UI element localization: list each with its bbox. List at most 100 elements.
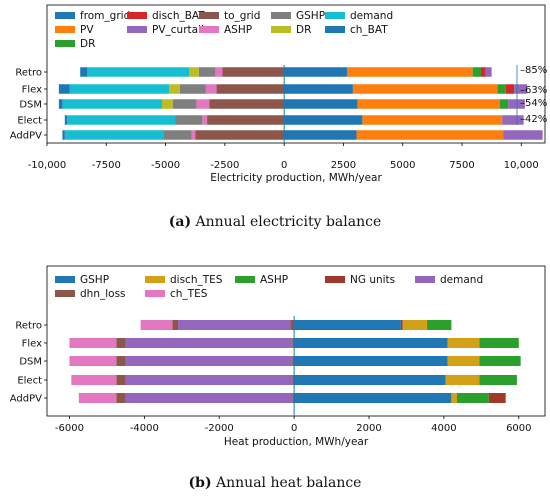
legend-swatch bbox=[235, 276, 255, 283]
legend-label: PV_curtail bbox=[152, 24, 204, 36]
legend-label: GSHP bbox=[80, 274, 109, 286]
bar-ch_BAT-addpv bbox=[62, 130, 65, 140]
legend-label: GSHP bbox=[296, 10, 325, 22]
figure-caption: (b) Annual heat balance bbox=[189, 475, 362, 491]
bar-PV-retro bbox=[346, 67, 473, 77]
bar-from_grid-flex bbox=[284, 84, 353, 94]
bar-ASHP-retro bbox=[427, 320, 452, 330]
bar-DR-dsm bbox=[162, 99, 173, 109]
percent-annotation: –85% bbox=[520, 65, 547, 76]
bar-GSHP-dsm bbox=[172, 99, 197, 109]
legend-label: dhn_loss bbox=[80, 288, 126, 300]
bar-to_grid-flex bbox=[216, 84, 285, 94]
bar-dhn_loss-dsm bbox=[116, 356, 126, 366]
legend-label: disch_BAT bbox=[152, 10, 205, 22]
x-tick-label: -4000 bbox=[130, 423, 159, 434]
percent-annotation: –63% bbox=[520, 85, 547, 96]
legend-label: demand bbox=[440, 274, 483, 286]
legend-label: ch_BAT bbox=[350, 24, 388, 36]
caption-text: Annual electricity balance bbox=[191, 214, 381, 230]
bar-ASHP-addpv bbox=[191, 130, 196, 140]
legend-swatch bbox=[127, 12, 147, 19]
legend-swatch bbox=[55, 12, 75, 19]
x-tick-label: 4000 bbox=[431, 423, 456, 434]
bar-demand-elect bbox=[125, 375, 293, 385]
legend-swatch bbox=[55, 26, 75, 33]
bar-demand-addpv bbox=[64, 130, 164, 140]
x-tick-label: 10,000 bbox=[504, 160, 539, 171]
bar-demand-addpv bbox=[125, 393, 293, 403]
y-tick-label: AddPV bbox=[10, 394, 42, 405]
bar-ch_TES-flex bbox=[69, 338, 117, 348]
bar-PV_curtail-dsm bbox=[508, 99, 525, 109]
bar-demand-flex bbox=[125, 338, 293, 348]
bar-ch_TES-addpv bbox=[78, 393, 117, 403]
bar-ASHP-addpv bbox=[457, 393, 489, 403]
x-tick-label: 0 bbox=[281, 160, 287, 171]
x-tick-label: -2000 bbox=[205, 423, 234, 434]
bar-ch_BAT-dsm bbox=[58, 99, 63, 109]
bar-PV_curtail-elect bbox=[502, 115, 524, 125]
x-axis-label: Electricity production, MWh/year bbox=[210, 172, 382, 184]
legend-label: DR bbox=[80, 38, 95, 50]
bar-ASHP-flex bbox=[205, 84, 217, 94]
bar-DR_pos-dsm bbox=[499, 99, 509, 109]
bar-ASHP-flex bbox=[479, 338, 519, 348]
plot-frame bbox=[46, 4, 546, 144]
plot-frame bbox=[46, 265, 546, 417]
bar-GSHP-elect bbox=[175, 115, 203, 125]
x-tick-label: -6000 bbox=[55, 423, 84, 434]
y-tick-label: DSM bbox=[19, 357, 42, 368]
bar-GSHP-dsm bbox=[294, 356, 448, 366]
bar-dhn_loss-retro bbox=[290, 320, 295, 330]
bar-from_grid-dsm bbox=[284, 99, 358, 109]
bar-GSHP-retro bbox=[294, 320, 401, 330]
bar-disch_TES-elect bbox=[445, 375, 480, 385]
bar-demand-dsm bbox=[62, 99, 163, 109]
legend-swatch bbox=[55, 290, 75, 297]
y-tick-label: Retro bbox=[15, 68, 42, 79]
x-tick-label: 2000 bbox=[356, 423, 381, 434]
bar-dhn_loss-dsm bbox=[292, 356, 295, 366]
percent-annotation: –54% bbox=[520, 98, 547, 109]
bar-demand-retro bbox=[178, 320, 291, 330]
bar-PV_curtail-retro bbox=[485, 67, 492, 77]
bar-dhn_loss-elect bbox=[116, 375, 126, 385]
bar-disch_TES-retro bbox=[402, 320, 428, 330]
x-tick-label: -5000 bbox=[151, 160, 180, 171]
legend-swatch bbox=[415, 276, 435, 283]
bar-ch_TES-retro bbox=[140, 320, 173, 330]
bar-ASHP-elect bbox=[479, 375, 517, 385]
bar-disch_TES-dsm bbox=[447, 356, 480, 366]
bar-dhn_loss-flex bbox=[292, 338, 295, 348]
bar-dhn_loss-retro bbox=[172, 320, 179, 330]
chart-0: Retro Flex DSM Elect AddPV -10,000 -7500 -5000 -… bbox=[10, 4, 547, 230]
bar-from_grid-addpv bbox=[284, 130, 357, 140]
bar-ch_BAT-elect bbox=[64, 115, 68, 125]
bar-ASHP-elect bbox=[202, 115, 208, 125]
bar-PV-addpv bbox=[356, 130, 504, 140]
legend-swatch bbox=[145, 290, 165, 297]
bar-PV_curtail-flex bbox=[514, 84, 528, 94]
bar-DR_pos-flex bbox=[497, 84, 506, 94]
y-tick-label: AddPV bbox=[10, 131, 42, 142]
charts-root: Retro Flex DSM Elect AddPV -10,000 -7500 -5000 -… bbox=[10, 4, 547, 491]
bar-demand-flex bbox=[69, 84, 170, 94]
y-tick-label: Retro bbox=[15, 321, 42, 332]
bar-dhn_loss-flex bbox=[116, 338, 126, 348]
legend-swatch bbox=[55, 276, 75, 283]
bar-ch_TES-dsm bbox=[69, 356, 117, 366]
bar-PV-dsm bbox=[357, 99, 500, 109]
bar-to_grid-retro bbox=[222, 67, 285, 77]
x-tick-label: -10,000 bbox=[28, 160, 67, 171]
bar-to_grid-addpv bbox=[195, 130, 285, 140]
legend-swatch bbox=[325, 276, 345, 283]
legend-label: PV bbox=[80, 24, 94, 36]
caption-label: (a) bbox=[169, 214, 191, 230]
bar-PV-flex bbox=[352, 84, 498, 94]
legend-label: to_grid bbox=[224, 10, 260, 22]
bar-GSHP-elect bbox=[294, 375, 446, 385]
legend-label: demand bbox=[350, 10, 393, 22]
x-axis-label: Heat production, MWh/year bbox=[224, 436, 369, 448]
